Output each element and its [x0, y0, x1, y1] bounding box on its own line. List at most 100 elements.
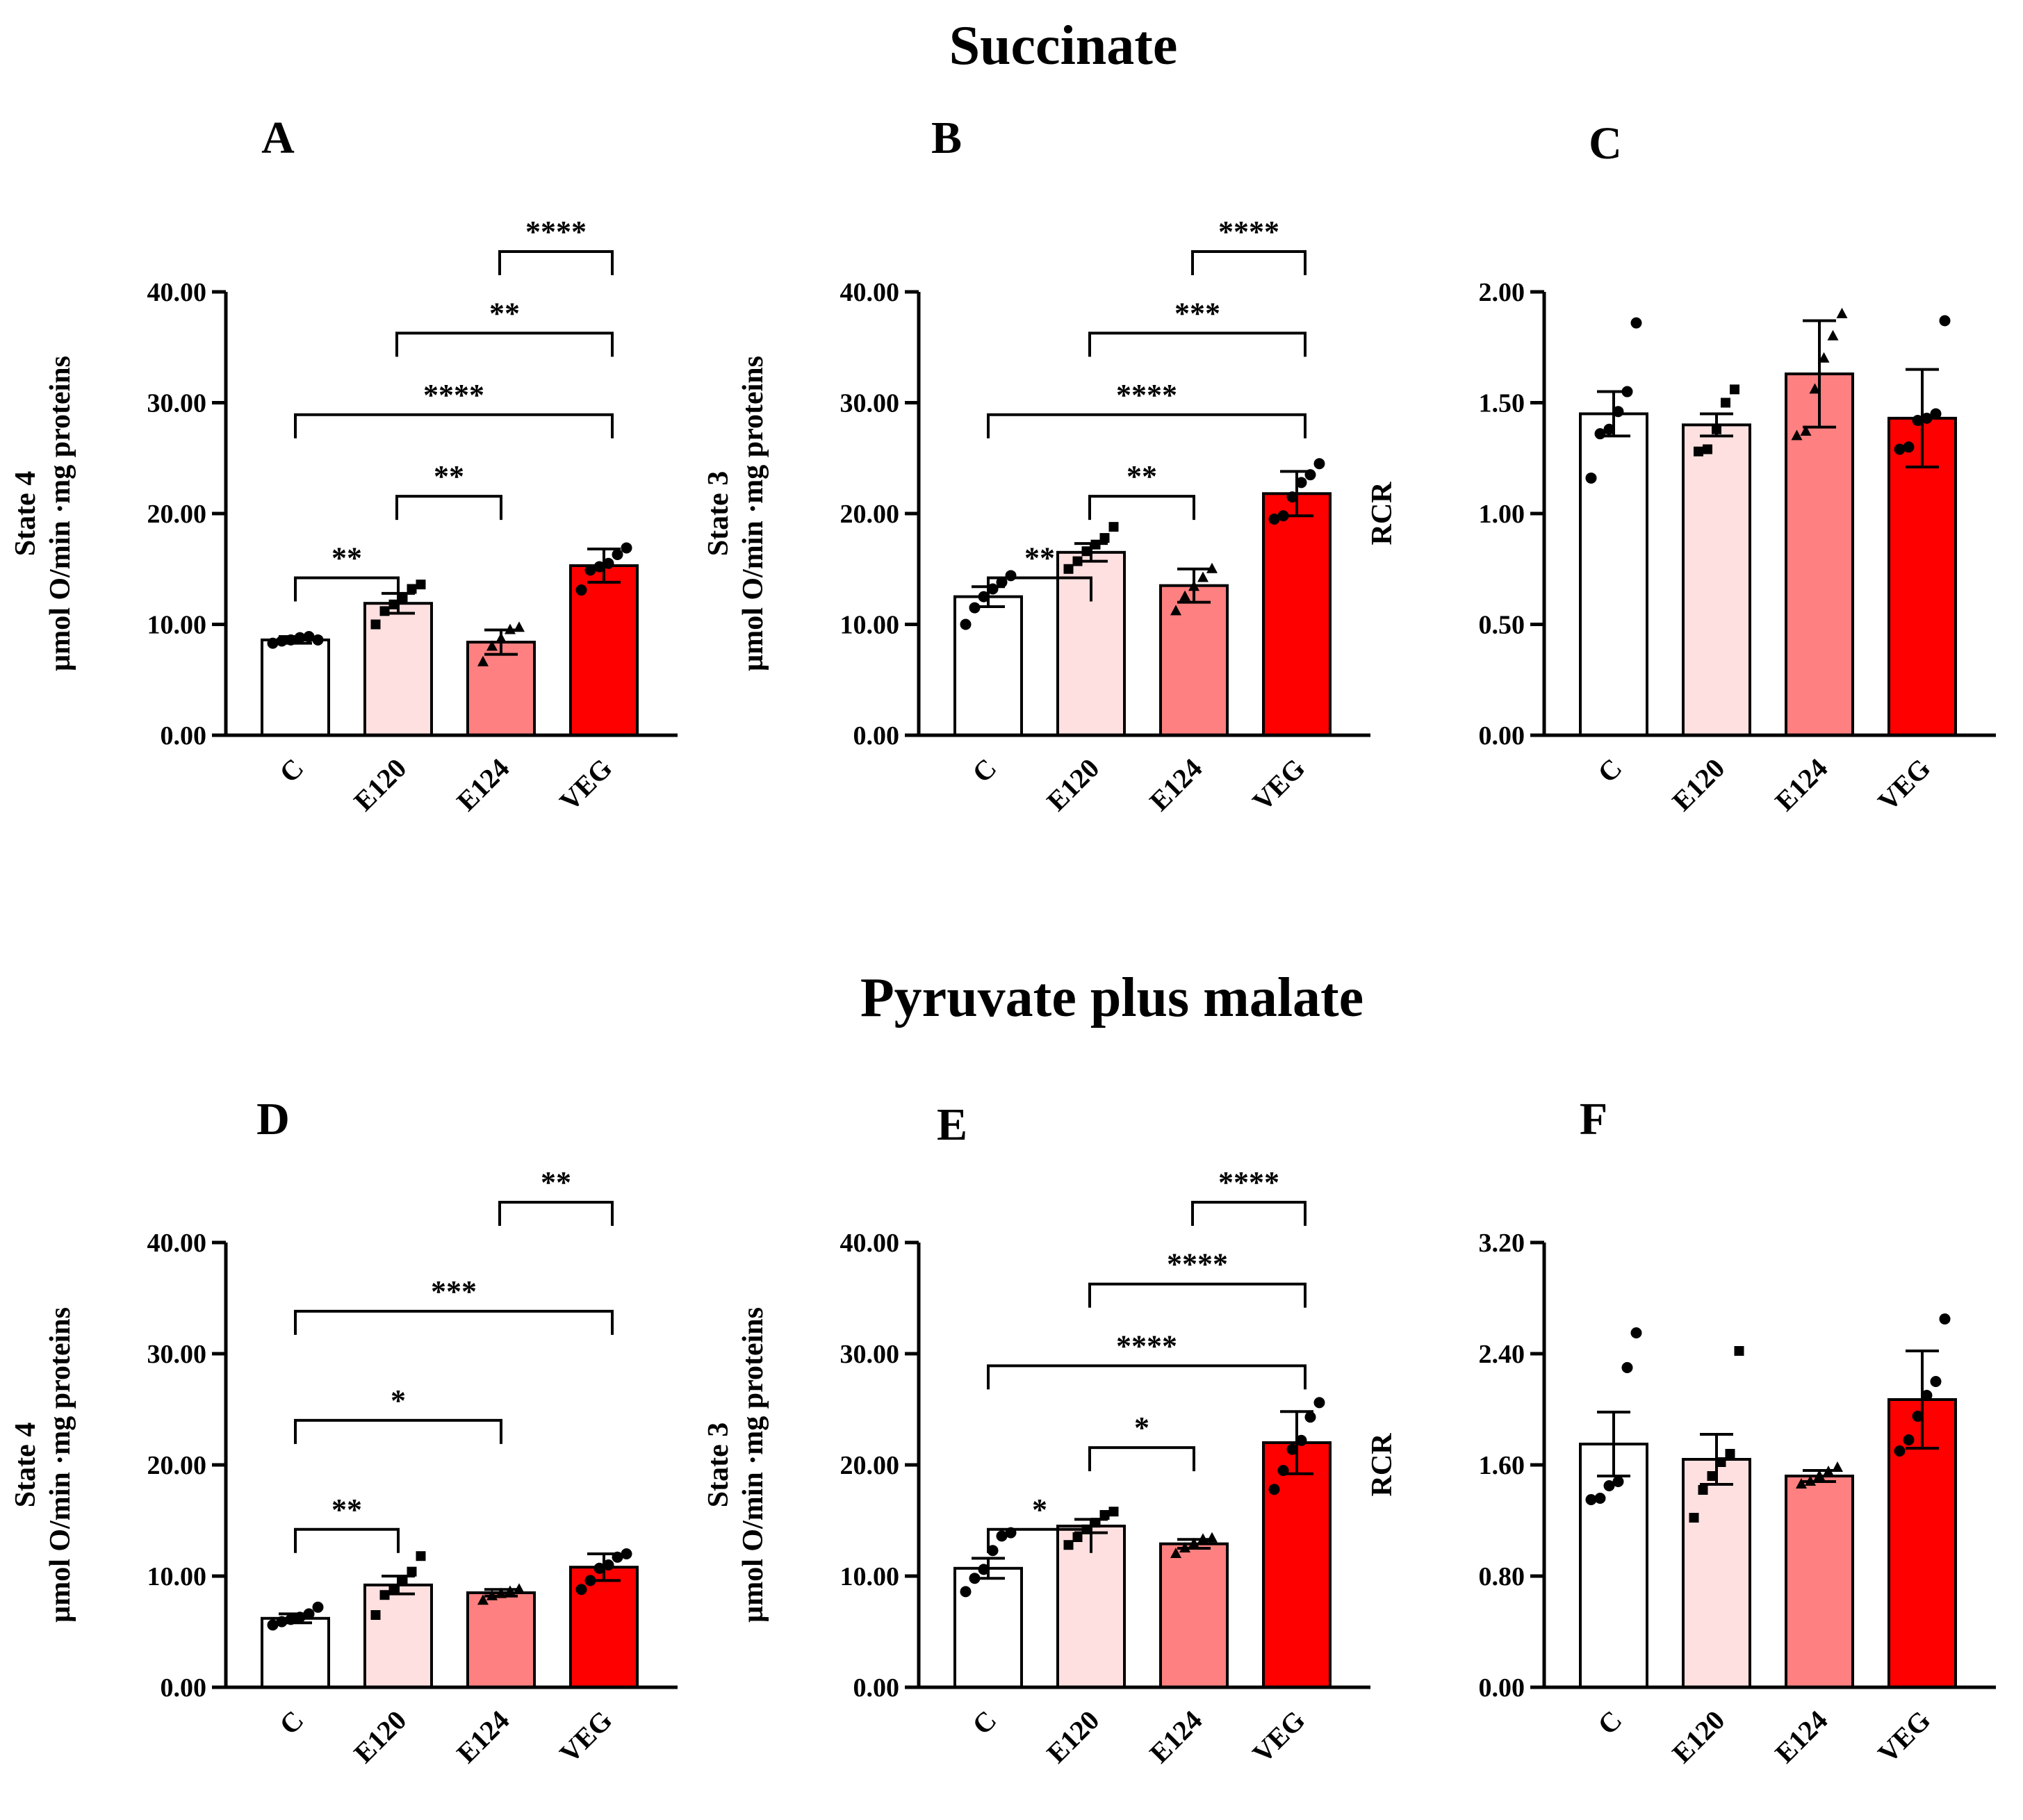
- bar-e124: [466, 1591, 536, 1689]
- data-point-c: [1594, 1493, 1606, 1504]
- data-point-e120: [1081, 546, 1092, 557]
- x-tick-label-veg: VEG: [1246, 1705, 1311, 1769]
- error-bar-e120: [1074, 542, 1108, 563]
- data-point-veg: [1894, 1445, 1906, 1457]
- significance-label: **: [331, 541, 362, 575]
- data-point-veg: [1912, 1411, 1924, 1422]
- significance-label: ***: [1174, 296, 1220, 330]
- panel-C: C 0.00 0.50 1.00 1.50 2.00 C E120 E124 VEG RCR: [1366, 118, 1996, 817]
- significance-bracket: [987, 576, 1092, 602]
- data-point-c: [960, 1586, 972, 1598]
- significance-bracket: [1088, 1282, 1307, 1308]
- bar-e124: [1159, 584, 1229, 737]
- significance-label: ****: [1116, 1329, 1177, 1363]
- data-point-veg: [1286, 1443, 1298, 1455]
- significance-bracket: [987, 1527, 1092, 1553]
- x-tick-label-c: C: [1591, 1705, 1628, 1741]
- significance-label: ****: [525, 215, 587, 249]
- data-point-e120: [398, 593, 408, 603]
- data-point-c: [312, 1601, 324, 1613]
- y-axis-label: RCR: [1366, 1433, 1398, 1497]
- significance-bracket: [498, 1201, 614, 1226]
- data-point-veg: [1268, 1484, 1280, 1495]
- error-bar-e124: [1177, 1538, 1211, 1550]
- y-tick-label: 20.00: [840, 500, 900, 529]
- data-point-c: [987, 1545, 999, 1557]
- bar-veg: [1262, 492, 1332, 737]
- significance-bracket: [294, 1418, 502, 1444]
- significance-bracket: [987, 413, 1307, 438]
- data-point-e124: [1206, 1532, 1218, 1543]
- error-bar-veg: [1280, 1410, 1313, 1475]
- y-axis-label: RCR: [1366, 482, 1398, 546]
- y-tick-label: 30.00: [840, 1340, 900, 1369]
- significance-bracket: [294, 1309, 614, 1335]
- data-point-c: [1603, 1480, 1615, 1491]
- data-point-c: [1585, 472, 1597, 484]
- data-point-e124: [514, 1583, 525, 1594]
- data-point-e120: [416, 580, 426, 590]
- y-tick-label: 30.00: [840, 389, 900, 418]
- x-tick-label-e124: E124: [1143, 1705, 1208, 1769]
- y-tick-label: 40.00: [147, 1229, 207, 1258]
- x-tick-label-e124: E124: [450, 753, 515, 817]
- y-tick-label: 30.00: [147, 389, 207, 418]
- significance-label: **: [489, 296, 520, 330]
- panels: A 0.00 10.00 20.00 30.00 40.00 C E120 E124 VEG Sta…: [10, 113, 1996, 1769]
- data-point-veg: [603, 1559, 614, 1571]
- data-point-c: [267, 637, 279, 649]
- data-point-veg: [612, 549, 623, 561]
- data-point-veg: [603, 557, 614, 569]
- data-point-veg: [1921, 412, 1933, 424]
- data-point-e124: [1809, 383, 1821, 394]
- data-point-veg: [575, 584, 587, 596]
- data-point-e124: [1206, 562, 1218, 573]
- error-bar-veg: [587, 548, 621, 584]
- data-point-e124: [486, 640, 498, 651]
- data-point-e124: [1170, 1548, 1181, 1558]
- data-point-c: [996, 576, 1008, 588]
- data-point-e120: [407, 1566, 417, 1577]
- x-tick-label-c: C: [966, 753, 1002, 789]
- data-point-e124: [477, 1594, 489, 1605]
- error-bar-e124: [1803, 1469, 1836, 1483]
- panel-letter-C: C: [1589, 118, 1622, 169]
- data-point-e120: [1716, 1457, 1726, 1467]
- y-axis-label-unit: µmol O/min ·mg proteins: [44, 1307, 76, 1623]
- panel-letter-E: E: [937, 1099, 967, 1150]
- error-bar-veg: [587, 1552, 621, 1582]
- y-tick-label: 10.00: [840, 611, 900, 640]
- data-point-e120: [1099, 533, 1110, 543]
- data-point-e120: [1703, 444, 1712, 454]
- data-point-veg: [621, 542, 632, 554]
- x-tick-label-veg: VEG: [553, 1705, 618, 1769]
- data-point-e120: [1689, 1513, 1699, 1523]
- panel-letter-B: B: [931, 113, 962, 163]
- significance-bracket: [1088, 495, 1195, 520]
- data-point-veg: [1894, 443, 1906, 455]
- data-point-veg: [1268, 513, 1280, 525]
- y-axis-label-measure: State 3: [703, 1423, 735, 1507]
- data-point-e120: [1725, 1449, 1735, 1459]
- bar-e120: [1682, 423, 1751, 737]
- y-tick-label: 30.00: [147, 1340, 207, 1369]
- data-point-e120: [370, 619, 381, 630]
- significance-bracket: [395, 495, 502, 520]
- y-tick-label: 0.80: [1479, 1562, 1525, 1591]
- data-point-veg: [1912, 415, 1924, 427]
- data-point-e120: [1707, 1471, 1717, 1481]
- error-bar-veg: [1906, 1350, 1939, 1450]
- data-point-c: [1005, 570, 1017, 582]
- data-point-e120: [1063, 1540, 1074, 1550]
- significance-label: **: [434, 459, 464, 493]
- significance-label: *: [1032, 1493, 1047, 1527]
- data-point-veg: [1921, 1390, 1933, 1401]
- panel-letter-F: F: [1580, 1094, 1607, 1145]
- data-point-e120: [1721, 397, 1730, 408]
- x-tick-label-c: C: [966, 1705, 1002, 1741]
- significance-bracket: [1191, 1201, 1307, 1226]
- y-tick-label: 40.00: [840, 278, 900, 307]
- data-point-c: [996, 1530, 1008, 1542]
- data-point-e120: [388, 1584, 399, 1595]
